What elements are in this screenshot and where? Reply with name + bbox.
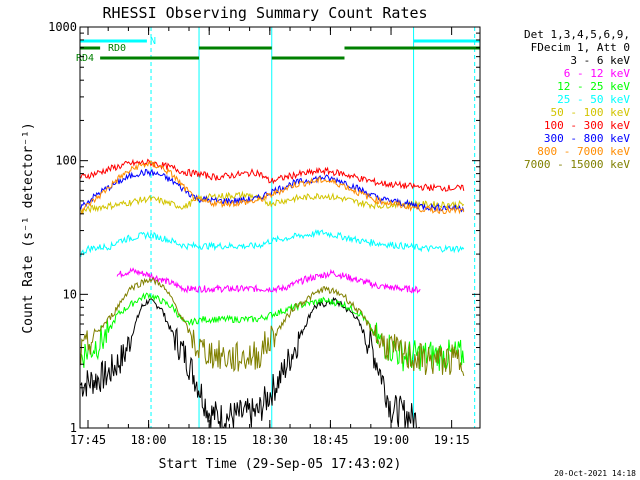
y-tick-label-3: 1000 [48,20,77,34]
y-axis-label: Count Rate (s⁻¹ detector⁻¹) [21,122,36,333]
flags-layer: N RD0 RD4 [76,36,480,64]
x-tick-label-0: 17:45 [70,433,106,447]
x-tick-label-4: 18:45 [312,433,348,447]
legend-entry-1: 6 - 12 keV [564,67,631,80]
series-line-3 [80,229,465,257]
series-layer [80,158,465,429]
series-line-5 [80,158,465,192]
x-tick-label-6: 19:15 [434,433,470,447]
legend-entry-3: 25 - 50 keV [557,93,630,106]
flag-label-rd4: RD4 [76,53,94,64]
series-line-1 [116,267,421,294]
legend-entry-7: 800 - 7000 keV [537,145,630,158]
series-line-8 [80,276,465,377]
legend-entry-8: 7000 - 15000 keV [524,158,630,171]
series-line-7 [80,160,465,215]
legend-entry-6: 300 - 800 keV [544,132,630,145]
axes-layer: 1 10 100 1000 17:45 18:00 18:15 18:30 18:45 19:00… [48,20,480,447]
flag-label-n: N [150,36,156,47]
y-tick-label-1: 10 [63,287,77,301]
x-tick-label-3: 18:30 [252,433,288,447]
x-tick-label-2: 18:15 [191,433,227,447]
legend-header-1: FDecim 1, Att 0 [531,41,630,54]
legend-header-0: Det 1,3,4,5,6,9, [524,28,630,41]
legend: Det 1,3,4,5,6,9,FDecim 1, Att 03 - 6 keV… [524,28,630,171]
x-tick-label-5: 19:00 [373,433,409,447]
x-axis-label: Start Time (29-Sep-05 17:43:02) [159,457,402,472]
series-line-6 [80,168,465,213]
chart-title: RHESSI Observing Summary Count Rates [102,4,427,22]
legend-entry-0: 3 - 6 keV [570,54,630,67]
footer-timestamp: 20-Oct-2021 14:18 [554,469,636,478]
series-line-0 [80,296,421,429]
legend-entry-4: 50 - 100 keV [551,106,631,119]
y-tick-label-2: 100 [55,154,77,168]
legend-entry-5: 100 - 300 keV [544,119,630,132]
plot-frame [79,26,481,429]
legend-entry-2: 12 - 25 keV [557,80,630,93]
vertical-markers [79,27,476,428]
x-tick-label-1: 18:00 [131,433,167,447]
y-tick-label-0: 1 [70,421,77,435]
flag-label-rd0: RD0 [108,43,126,54]
